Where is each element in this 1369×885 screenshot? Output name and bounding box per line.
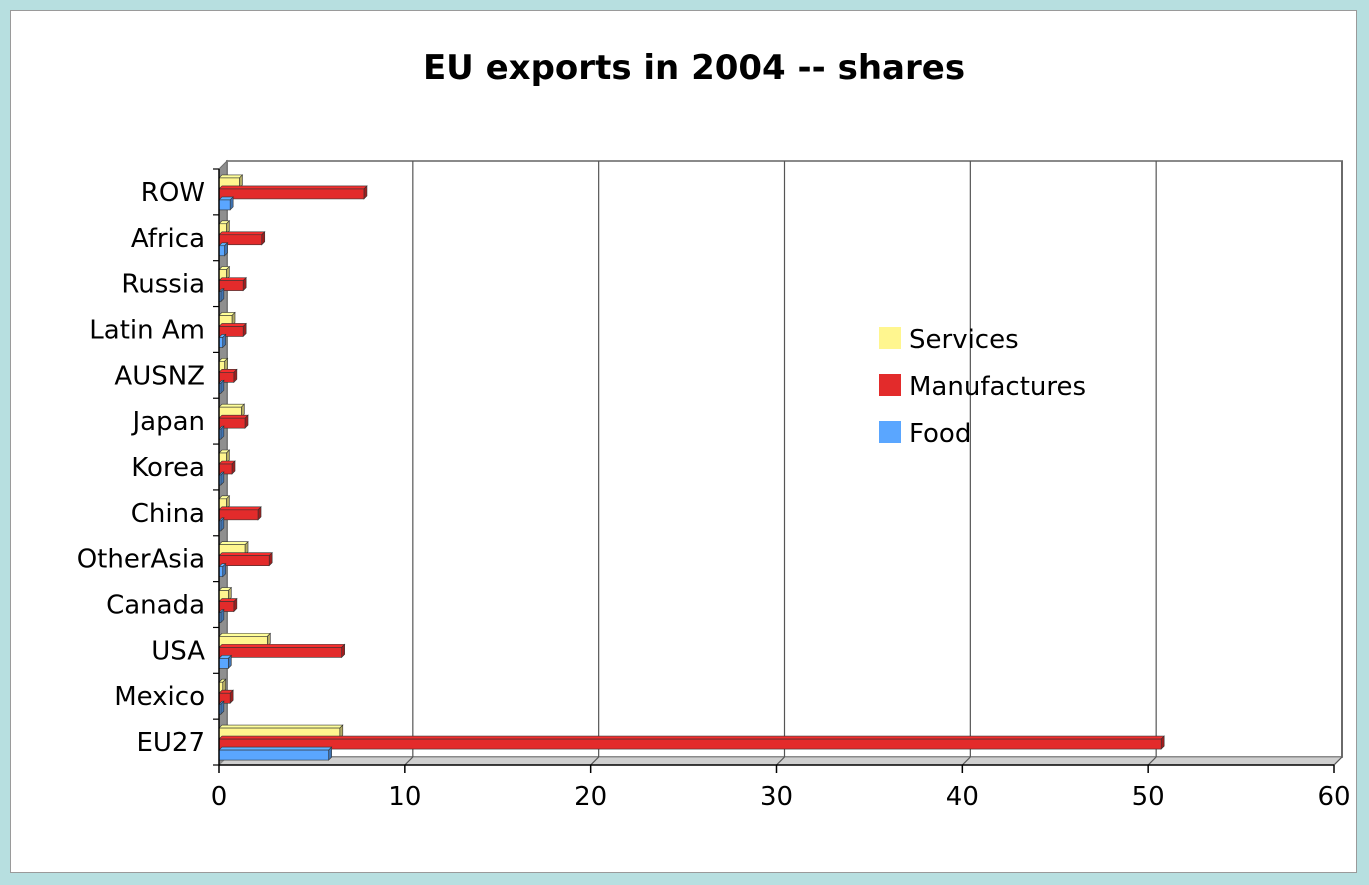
- legend-label-food: Food: [909, 419, 971, 449]
- bar-manufactures: [218, 643, 346, 659]
- category-label: Africa: [131, 224, 205, 254]
- bar-manufactures: [218, 506, 262, 521]
- bar-food: [218, 196, 234, 211]
- bar-food: [218, 471, 225, 486]
- bar-food: [218, 242, 229, 257]
- bar-manufactures: [218, 735, 1165, 750]
- category-label: Korea: [131, 453, 205, 483]
- bar-services: [218, 174, 244, 189]
- category-label: OtherAsia: [77, 545, 205, 575]
- category-labels: EU27 Mexico USA Canada OtherAsia China Korea Ja…: [77, 178, 206, 758]
- legend-label-services: Services: [909, 325, 1019, 355]
- tick-labels: 0 10 20 30 40 50 60: [211, 782, 1351, 812]
- legend-swatch-manufactures: [879, 374, 901, 396]
- bars: [218, 174, 1165, 761]
- category-label: AUSNZ: [114, 361, 205, 391]
- category-label: EU27: [136, 728, 205, 758]
- bar-services: [218, 403, 246, 418]
- gridline-floor: [776, 756, 785, 766]
- gridline-floor: [1333, 756, 1343, 766]
- bar-manufactures: [218, 185, 368, 200]
- category-label: ROW: [141, 178, 205, 208]
- bar-services: [218, 495, 231, 510]
- bar-food: [218, 517, 225, 532]
- bar-food: [218, 425, 225, 440]
- bar-manufactures: [218, 276, 247, 292]
- bar-manufactures: [218, 551, 273, 567]
- chart-frame: EU exports in 2004 -- shares EU27 Mexico U…: [10, 10, 1357, 873]
- bar-services: [218, 311, 236, 327]
- legend-swatch-food: [879, 421, 901, 443]
- gridlines: [404, 161, 1343, 766]
- bar-food: [218, 608, 225, 624]
- x-tick-label: 20: [574, 782, 607, 812]
- bar-manufactures: [218, 689, 234, 704]
- category-label: Mexico: [114, 682, 205, 712]
- x-tick-label: 30: [760, 782, 793, 812]
- bar-services: [218, 586, 233, 602]
- category-label: China: [131, 499, 205, 529]
- bar-food: [218, 654, 233, 670]
- bar-services: [218, 265, 231, 281]
- x-tick-label: 10: [388, 782, 421, 812]
- gridline-floor: [1147, 756, 1157, 766]
- axes: [213, 168, 1335, 773]
- bar-food: [218, 746, 333, 761]
- x-tick-label: 60: [1317, 782, 1350, 812]
- legend-label-manufactures: Manufactures: [909, 372, 1086, 402]
- legend-swatch-services: [879, 327, 901, 349]
- category-label: USA: [151, 636, 205, 666]
- bar-food: [218, 562, 227, 578]
- bar-manufactures: [218, 231, 266, 246]
- bar-manufactures: [218, 322, 247, 338]
- x-tick-label: 50: [1132, 782, 1165, 812]
- gridline-floor: [404, 756, 414, 766]
- category-label: Japan: [130, 407, 205, 437]
- bar-manufactures: [218, 460, 236, 475]
- bar-food: [218, 333, 227, 349]
- bar-services: [218, 678, 227, 693]
- chart-title: EU exports in 2004 -- shares: [423, 48, 965, 88]
- bar-food: [218, 379, 225, 395]
- category-label: Canada: [106, 591, 205, 621]
- gridline-floor: [961, 756, 971, 766]
- chart-walls: [217, 159, 1344, 767]
- bar-chart: EU exports in 2004 -- shares EU27 Mexico U…: [77, 48, 1351, 812]
- bar-food: [218, 287, 225, 303]
- legend: Services Manufactures Food: [879, 325, 1086, 449]
- gridline-floor: [590, 756, 600, 766]
- category-label: Latin Am: [89, 315, 205, 345]
- x-tick-label: 40: [946, 782, 979, 812]
- x-tick-label: 0: [211, 782, 228, 812]
- category-label: Russia: [121, 270, 205, 300]
- bar-services: [218, 449, 231, 464]
